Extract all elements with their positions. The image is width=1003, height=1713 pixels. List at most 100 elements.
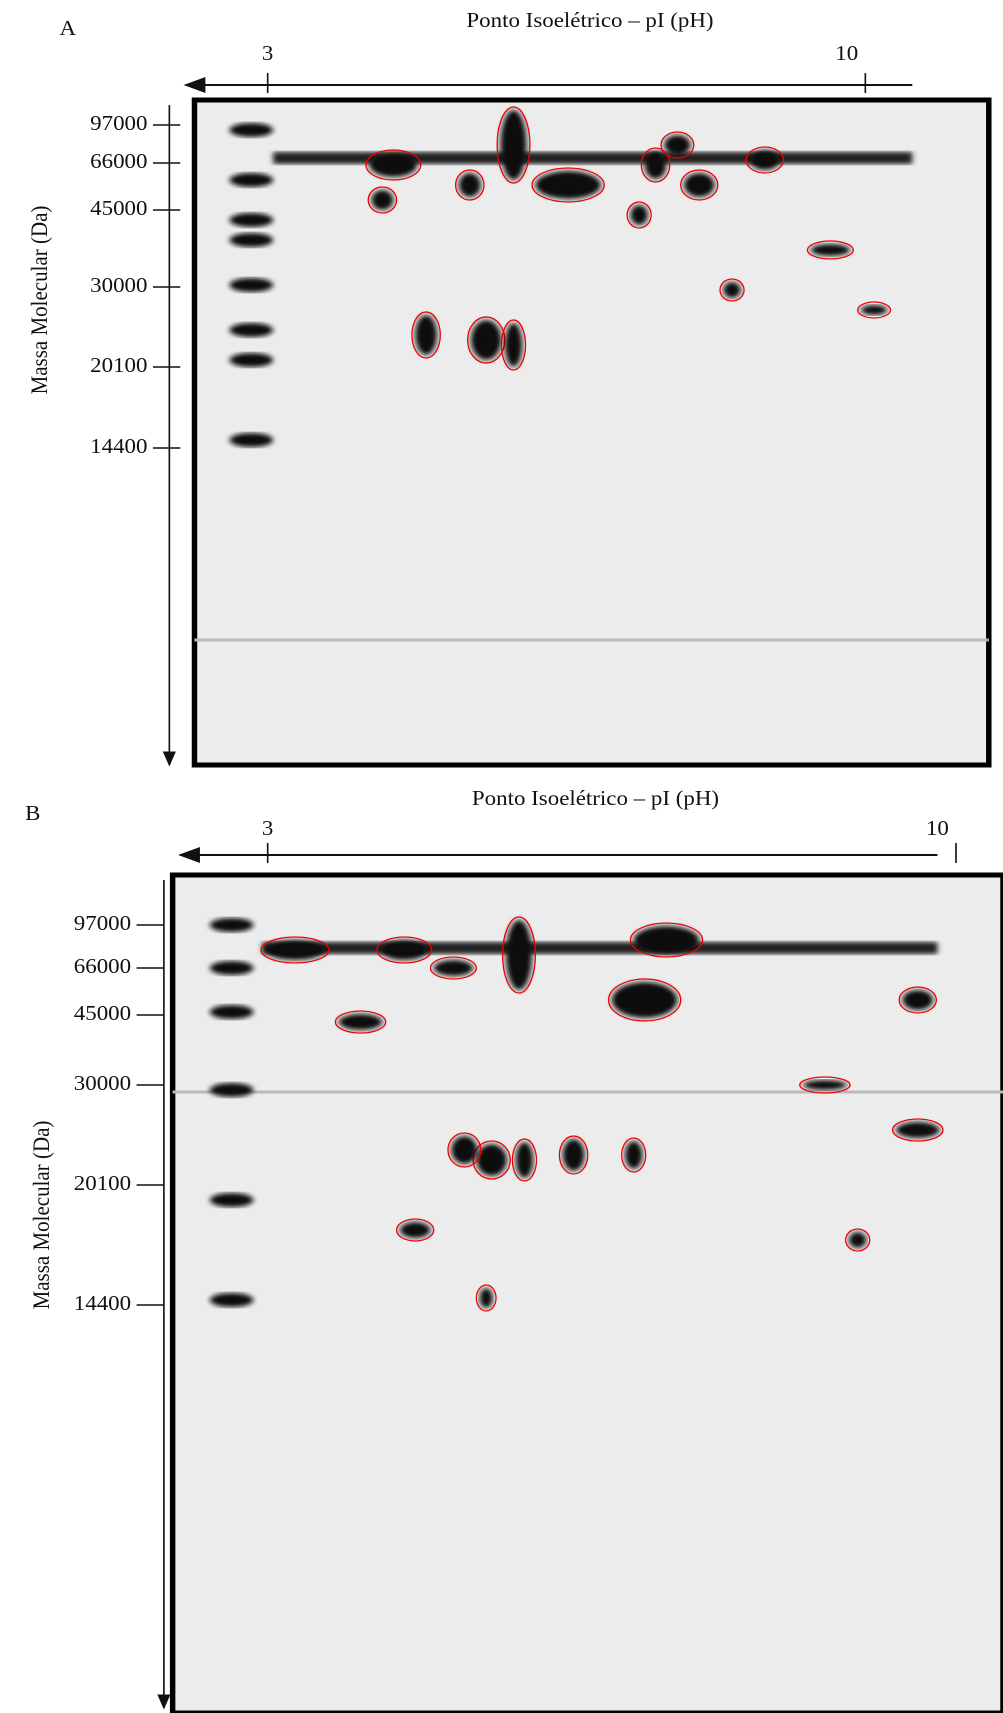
protein-spot: [860, 305, 888, 315]
panel-label: B: [25, 801, 40, 825]
protein-spot: [624, 1141, 643, 1169]
ladder-band: [229, 323, 274, 337]
spot-outline: [411, 311, 441, 359]
y-tick-label: 20100: [90, 353, 147, 377]
ladder-band: [229, 353, 274, 367]
spot-outline: [260, 936, 330, 964]
spot-outline: [806, 240, 854, 260]
spot-outline: [857, 301, 892, 319]
protein-spot: [630, 205, 648, 225]
y-tick-label: 66000: [74, 954, 131, 978]
protein-spot: [515, 1142, 534, 1178]
protein-spot: [723, 282, 741, 298]
y-tick-label: 45000: [90, 196, 147, 220]
y-tick-label: 97000: [90, 111, 147, 135]
spot-outline: [558, 1135, 589, 1175]
protein-spot: [683, 173, 715, 197]
spot-outline: [475, 1284, 497, 1312]
y-tick-label: 14400: [90, 434, 147, 458]
gel: [191, 97, 992, 768]
y-tick-label: 30000: [74, 1071, 131, 1095]
ladder-band: [229, 173, 274, 187]
spot-outline: [367, 186, 398, 214]
spot-outline: [395, 1218, 435, 1242]
y-axis-title: Massa Molecular (Da): [28, 1121, 54, 1310]
spot-outline: [891, 1118, 944, 1142]
spot-outline: [745, 146, 785, 174]
panel: B Ponto Isoelétrico – pI (pH) 3 10 97000 6600…: [25, 786, 1003, 1713]
spot-outline: [511, 1138, 538, 1182]
protein-spot: [810, 244, 851, 256]
spot-outline: [500, 319, 527, 371]
ladder-band: [229, 278, 274, 292]
ladder-band: [209, 1293, 254, 1307]
ladder-band: [229, 233, 274, 247]
protein-spot: [535, 171, 601, 199]
panel: A Ponto Isoelétrico – pI (pH) 3 10 97000 6600…: [26, 8, 992, 768]
protein-spot: [664, 135, 691, 155]
y-tick-label: 97000: [74, 911, 131, 935]
protein-spot: [338, 1014, 383, 1030]
spot-outline: [466, 316, 506, 364]
protein-spot: [470, 320, 502, 360]
spot-outline: [531, 167, 605, 203]
protein-spot: [803, 1080, 847, 1090]
spot-outline: [334, 1010, 387, 1034]
ladder-band: [229, 433, 274, 447]
panel-label: A: [59, 16, 76, 40]
y-tick-label: 45000: [74, 1001, 131, 1025]
protein-spot: [749, 150, 781, 170]
protein-spot: [848, 1232, 867, 1248]
protein-spot: [611, 982, 678, 1018]
spot-outline: [640, 147, 671, 183]
protein-spot: [369, 153, 418, 177]
spot-outline: [376, 936, 433, 964]
y-tick-label: 14400: [74, 1291, 131, 1315]
protein-spot: [264, 940, 326, 960]
y-tick-label: 20100: [74, 1171, 131, 1195]
ladder-band: [209, 1193, 254, 1207]
spot-outline: [496, 106, 531, 184]
protein-spot: [644, 151, 667, 179]
spot-outline: [719, 278, 745, 302]
protein-spot: [504, 323, 523, 367]
ladder-band: [229, 213, 274, 227]
y-tick-label: 66000: [90, 149, 147, 173]
spot-outline: [429, 956, 478, 980]
spot-outline: [799, 1076, 851, 1094]
x-tick-label: 10: [835, 41, 858, 65]
protein-spot: [399, 1222, 431, 1238]
protein-spot: [902, 990, 934, 1010]
ladder-band: [209, 1083, 254, 1097]
spot-outline: [365, 149, 422, 181]
spot-outline: [660, 131, 695, 159]
gel: [169, 872, 1003, 1713]
spot-outline: [898, 986, 938, 1014]
x-tick-label: 3: [262, 816, 273, 840]
ladder-band: [229, 123, 274, 137]
protein-spot: [476, 1144, 507, 1176]
protein-spot: [415, 315, 438, 355]
ladder-band: [209, 961, 254, 975]
spot-outline: [845, 1228, 871, 1252]
spot-outline: [454, 169, 485, 201]
protein-spot: [562, 1139, 585, 1171]
protein-spot: [633, 926, 700, 954]
spot-outline: [607, 978, 682, 1022]
protein-spot: [433, 960, 474, 976]
x-tick-label: 3: [262, 41, 273, 65]
spot-outline: [629, 922, 704, 958]
protein-streak: [262, 942, 938, 954]
x-axis-title: Ponto Isoelétrico – pI (pH): [466, 8, 713, 32]
ladder-band: [209, 918, 254, 932]
protein-spot: [451, 1136, 478, 1164]
protein-spot: [479, 1288, 493, 1308]
x-tick-label: 10: [926, 816, 949, 840]
y-axis-title: Massa Molecular (Da): [26, 206, 52, 395]
y-tick-label: 30000: [90, 273, 147, 297]
spot-outline: [621, 1137, 647, 1173]
protein-spot: [500, 110, 527, 180]
protein-spot: [371, 190, 394, 210]
spot-outline: [626, 201, 652, 229]
